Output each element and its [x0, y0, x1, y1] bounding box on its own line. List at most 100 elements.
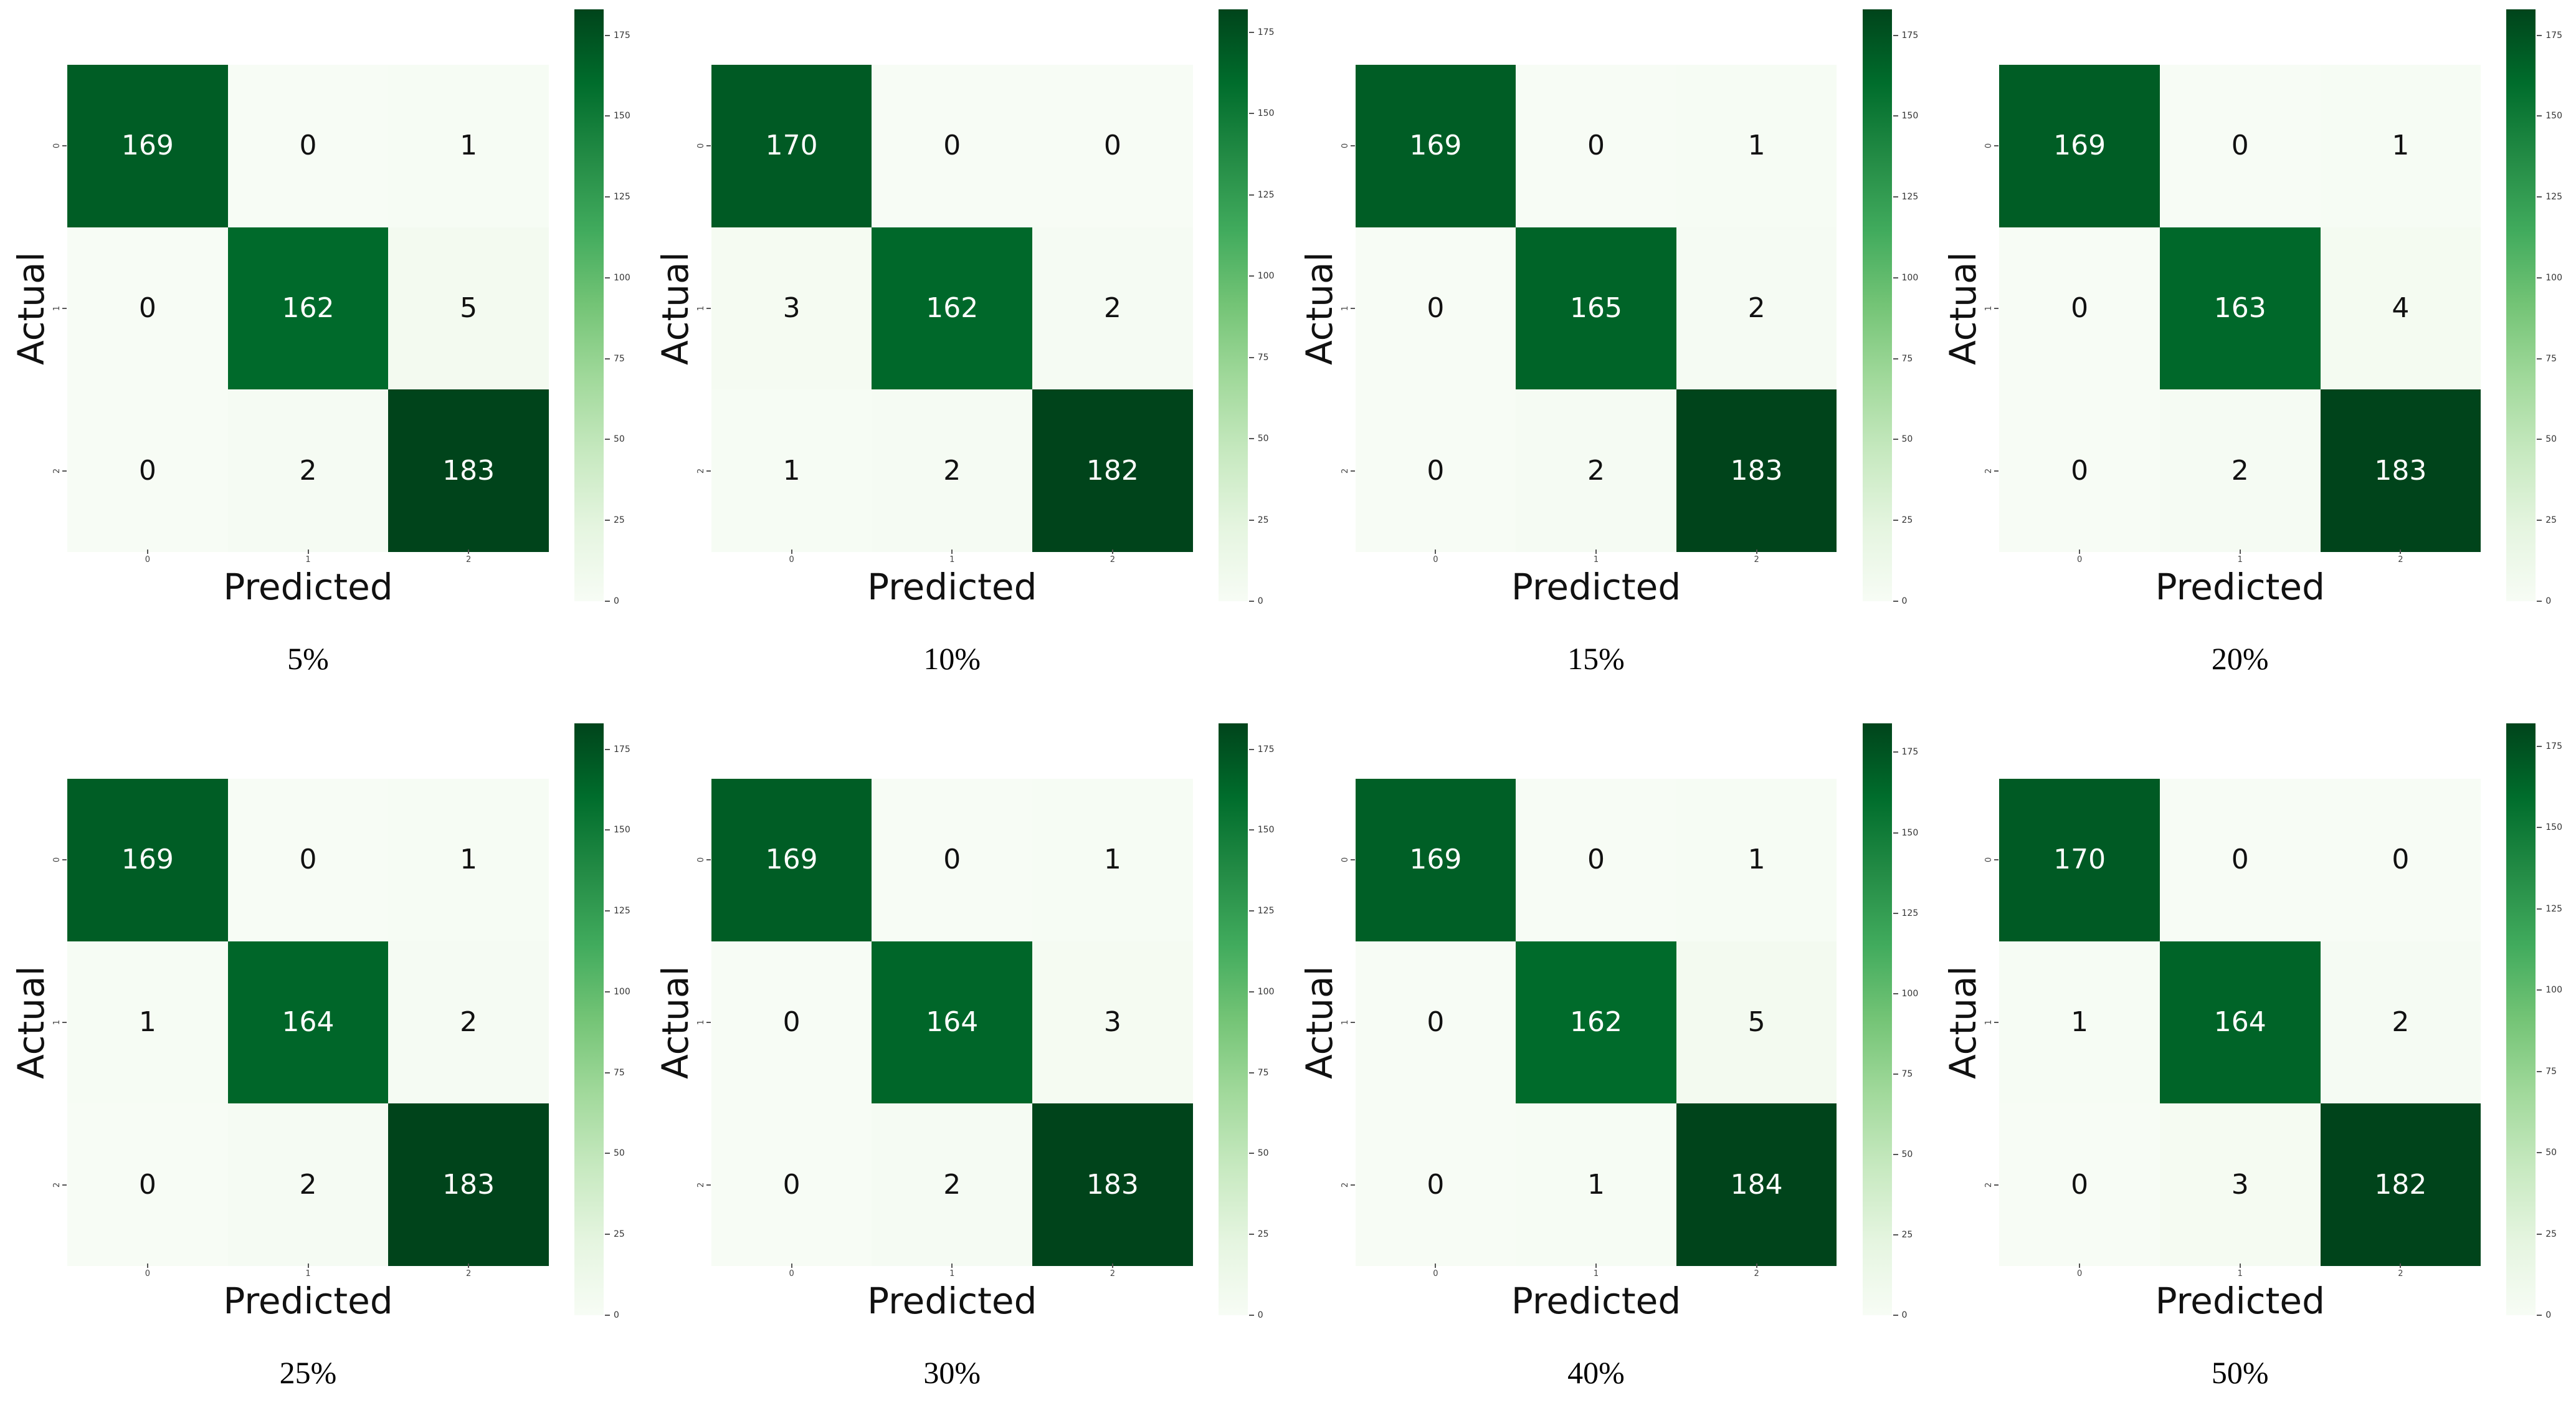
y-tick-mark: [706, 308, 711, 309]
y-tick-label: 1: [1340, 1019, 1350, 1026]
matrix-cell: 182: [2320, 1103, 2481, 1266]
colorbar: [574, 723, 604, 1315]
confusion-matrix-panel: 170 0 0 3 162 2 1 2 182 Actual 0 1 2 0 1 2 Predicted 0 25 5…: [644, 0, 1288, 714]
colorbar-tick-mark: [2537, 1233, 2542, 1235]
colorbar-tick-mark: [1893, 751, 1898, 753]
colorbar-tick-mark: [1893, 439, 1898, 440]
colorbar-tick-label: 150: [1257, 108, 1275, 119]
colorbar-tick-label: 75: [614, 1067, 625, 1078]
x-tick-mark: [307, 1264, 309, 1268]
colorbar-tick-mark: [1248, 1153, 1254, 1154]
colorbar-tick-mark: [1893, 520, 1898, 521]
x-tick-mark: [2400, 1264, 2402, 1268]
colorbar-tick-mark: [1893, 832, 1898, 834]
colorbar-tick-mark: [605, 1234, 610, 1235]
colorbar-tick-label: 125: [1257, 189, 1275, 200]
colorbar-tick-label: 25: [1901, 1229, 1913, 1240]
matrix-cell: 2: [227, 1103, 389, 1266]
matrix-cell: 0: [67, 227, 228, 390]
x-axis-label: Predicted: [2155, 1280, 2325, 1322]
colorbar: [1218, 9, 1248, 601]
y-tick-mark: [1350, 1022, 1355, 1023]
y-axis-label: Actual: [1942, 252, 1985, 365]
x-axis-label: Predicted: [223, 566, 393, 608]
x-tick-mark: [791, 550, 792, 554]
x-tick-mark: [2239, 550, 2241, 554]
x-tick-label: 2: [1754, 1269, 1759, 1278]
matrix-cell: 4: [2320, 227, 2481, 390]
matrix-cell: 1: [711, 389, 872, 552]
x-tick-mark: [1595, 1264, 1597, 1268]
colorbar-tick-mark: [605, 991, 610, 992]
matrix-cell: 164: [2159, 941, 2321, 1104]
y-tick-label: 0: [1340, 143, 1350, 149]
heatmap: 170 0 0 1 164 2 0 3 182: [1999, 779, 2481, 1266]
matrix-cell: 0: [711, 941, 872, 1104]
x-axis-label: Predicted: [223, 1280, 393, 1322]
y-tick-label: 0: [1984, 857, 1994, 863]
matrix-cell: 1: [1676, 65, 1837, 227]
colorbar-tick-label: 75: [1257, 352, 1269, 363]
colorbar-tick-label: 100: [2545, 272, 2562, 283]
colorbar-tick-mark: [2537, 1315, 2542, 1316]
heatmap: 169 0 1 0 162 5 0 1 184: [1355, 779, 1837, 1266]
colorbar-tick-label: 75: [1901, 1069, 1913, 1079]
matrix-cell: 1: [1676, 779, 1837, 941]
colorbar-tick-mark: [1893, 1315, 1898, 1316]
x-axis-label: Predicted: [867, 1280, 1037, 1322]
matrix-cell: 0: [227, 65, 389, 227]
colorbar-tick-label: 100: [1901, 272, 1919, 283]
x-tick-label: 0: [789, 555, 794, 564]
y-tick-mark: [706, 859, 711, 861]
colorbar-tick-label: 150: [1901, 111, 1919, 121]
confusion-matrix-panel: 169 0 1 0 163 4 0 2 183 Actual 0 1 2 0 1 2 Predicted 0 25 5…: [1932, 0, 2576, 714]
x-tick-label: 1: [949, 1269, 955, 1278]
colorbar: [574, 9, 604, 601]
y-tick-mark: [1994, 859, 1999, 861]
x-tick-mark: [1435, 1264, 1437, 1268]
y-axis-label: Actual: [10, 252, 52, 365]
matrix-cell: 2: [872, 389, 1033, 552]
x-axis-label: Predicted: [867, 566, 1037, 608]
x-tick-mark: [468, 550, 470, 554]
colorbar-tick-label: 100: [614, 986, 630, 997]
matrix-cell: 1: [1516, 1103, 1676, 1266]
matrix-cell: 165: [1516, 227, 1676, 390]
colorbar-tick-label: 125: [2545, 903, 2562, 914]
colorbar-tick-mark: [1248, 991, 1254, 992]
matrix-cell: 0: [2320, 779, 2481, 941]
colorbar-tick-mark: [2537, 439, 2542, 440]
colorbar-tick-mark: [605, 439, 610, 440]
colorbar-tick-mark: [2537, 601, 2542, 602]
y-tick-mark: [1994, 308, 1999, 309]
x-tick-label: 0: [145, 1269, 150, 1278]
y-tick-label: 0: [696, 143, 706, 149]
matrix-cell: 183: [1032, 1103, 1193, 1266]
matrix-cell: 164: [872, 941, 1033, 1104]
colorbar-tick-label: 50: [614, 1148, 625, 1159]
confusion-matrix-panel: 169 0 1 0 162 5 0 2 183 Actual 0 1 2 0 1 2 Predicted 0 25 5…: [0, 0, 644, 714]
colorbar-tick-mark: [605, 520, 610, 521]
matrix-cell: 169: [1999, 65, 2160, 227]
matrix-cell: 2: [388, 941, 549, 1104]
y-tick-label: 2: [696, 468, 706, 474]
matrix-cell: 1: [67, 941, 228, 1104]
confusion-matrix-panel: 169 0 1 0 162 5 0 1 184 Actual 0 1 2 0 1 2 Predicted 0 25 5…: [1288, 714, 1932, 1428]
colorbar-tick-mark: [1248, 356, 1254, 358]
y-tick-label: 1: [52, 1019, 62, 1026]
y-tick-mark: [706, 470, 711, 472]
colorbar-tick-mark: [605, 1315, 610, 1316]
colorbar-tick-mark: [1248, 194, 1254, 196]
colorbar-tick-label: 150: [2545, 822, 2562, 833]
matrix-cell: 169: [67, 65, 228, 227]
matrix-cell: 0: [1355, 941, 1516, 1104]
panel-caption: 30%: [923, 1355, 981, 1390]
matrix-cell: 2: [2320, 941, 2481, 1104]
matrix-cell: 3: [1032, 941, 1193, 1104]
x-tick-label: 1: [1593, 555, 1599, 564]
x-tick-label: 1: [305, 1269, 311, 1278]
matrix-cell: 1: [388, 779, 549, 941]
colorbar-tick-label: 50: [2545, 1148, 2557, 1158]
y-tick-label: 1: [1340, 305, 1350, 312]
y-axis-label: Actual: [1298, 252, 1341, 365]
